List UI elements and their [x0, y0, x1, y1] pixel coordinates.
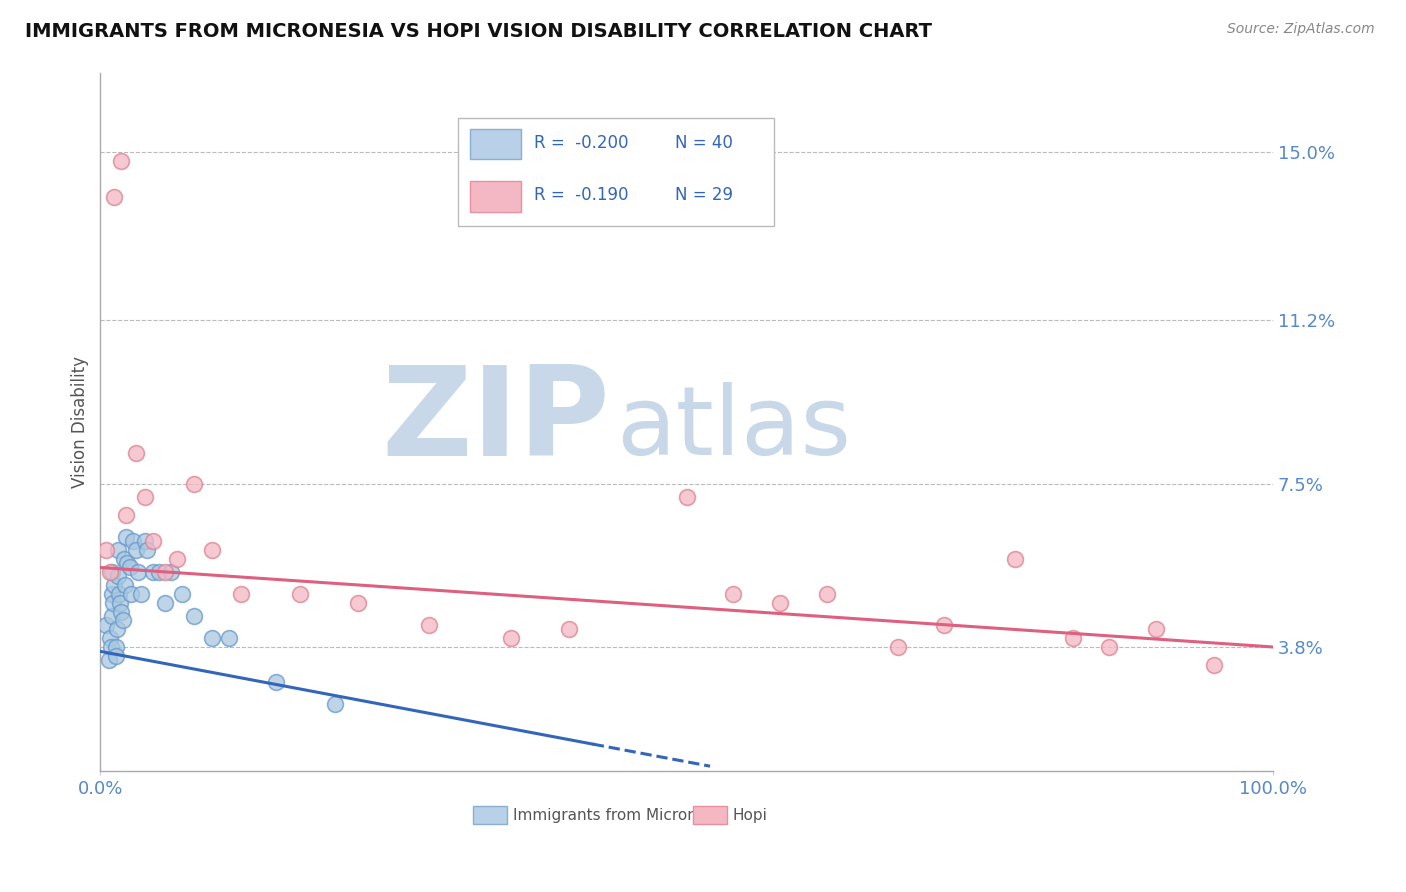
Point: [134, 490, 156, 504]
Point: [136, 542, 159, 557]
Point: [110, 154, 132, 169]
Point: [124, 542, 146, 557]
Point: [110, 596, 132, 610]
Text: R =  -0.190: R = -0.190: [534, 186, 628, 204]
Point: [769, 596, 792, 610]
Point: [1144, 622, 1167, 636]
Point: [1204, 657, 1226, 672]
Point: [101, 609, 124, 624]
Point: [101, 565, 124, 579]
Point: [104, 648, 127, 663]
Point: [183, 609, 205, 624]
Y-axis label: Vision Disability: Vision Disability: [72, 356, 89, 488]
Text: R =  -0.200: R = -0.200: [534, 134, 628, 152]
Point: [103, 578, 125, 592]
FancyBboxPatch shape: [693, 806, 727, 824]
Point: [153, 596, 176, 610]
FancyBboxPatch shape: [474, 806, 508, 824]
Point: [558, 622, 581, 636]
Point: [108, 587, 131, 601]
Point: [122, 534, 145, 549]
Point: [418, 618, 440, 632]
Point: [114, 578, 136, 592]
Point: [166, 551, 188, 566]
Point: [127, 565, 149, 579]
Point: [98, 565, 121, 579]
Point: [118, 560, 141, 574]
Point: [98, 631, 121, 645]
Point: [499, 631, 522, 645]
Point: [159, 565, 181, 579]
Point: [675, 490, 697, 504]
Point: [112, 551, 135, 566]
Point: [1004, 551, 1026, 566]
Point: [142, 565, 165, 579]
Point: [218, 631, 240, 645]
Point: [323, 698, 346, 712]
Point: [183, 476, 205, 491]
Point: [153, 565, 176, 579]
Point: [815, 587, 838, 601]
Point: [101, 587, 124, 601]
Point: [288, 587, 311, 601]
Point: [104, 640, 127, 654]
FancyBboxPatch shape: [470, 181, 522, 211]
Point: [103, 596, 125, 610]
Point: [201, 631, 224, 645]
Text: IMMIGRANTS FROM MICRONESIA VS HOPI VISION DISABILITY CORRELATION CHART: IMMIGRANTS FROM MICRONESIA VS HOPI VISIO…: [25, 22, 932, 41]
Point: [723, 587, 745, 601]
Point: [107, 542, 129, 557]
FancyBboxPatch shape: [470, 128, 522, 160]
Point: [111, 614, 134, 628]
Point: [96, 618, 118, 632]
Point: [148, 565, 170, 579]
Point: [103, 189, 125, 203]
Point: [1098, 640, 1121, 654]
Point: [131, 587, 153, 601]
Point: [105, 622, 128, 636]
Text: atlas: atlas: [616, 383, 852, 475]
Point: [201, 542, 224, 557]
Point: [124, 446, 146, 460]
Point: [229, 587, 252, 601]
FancyBboxPatch shape: [458, 119, 775, 227]
Point: [115, 530, 138, 544]
Point: [120, 587, 142, 601]
Point: [934, 618, 956, 632]
Point: [347, 596, 370, 610]
Point: [96, 542, 118, 557]
Text: N = 40: N = 40: [675, 134, 733, 152]
Point: [97, 653, 120, 667]
Text: N = 29: N = 29: [675, 186, 733, 204]
Point: [172, 587, 194, 601]
Point: [134, 534, 156, 549]
Point: [1062, 631, 1084, 645]
Point: [117, 556, 139, 570]
Point: [100, 640, 122, 654]
Text: Source: ZipAtlas.com: Source: ZipAtlas.com: [1227, 22, 1375, 37]
Point: [264, 675, 287, 690]
Point: [886, 640, 908, 654]
Point: [115, 508, 138, 522]
Point: [142, 534, 165, 549]
Text: Immigrants from Micronesia: Immigrants from Micronesia: [513, 808, 728, 822]
Point: [107, 569, 129, 583]
Point: [110, 605, 132, 619]
Text: Hopi: Hopi: [733, 808, 768, 822]
Text: ZIP: ZIP: [381, 361, 610, 483]
